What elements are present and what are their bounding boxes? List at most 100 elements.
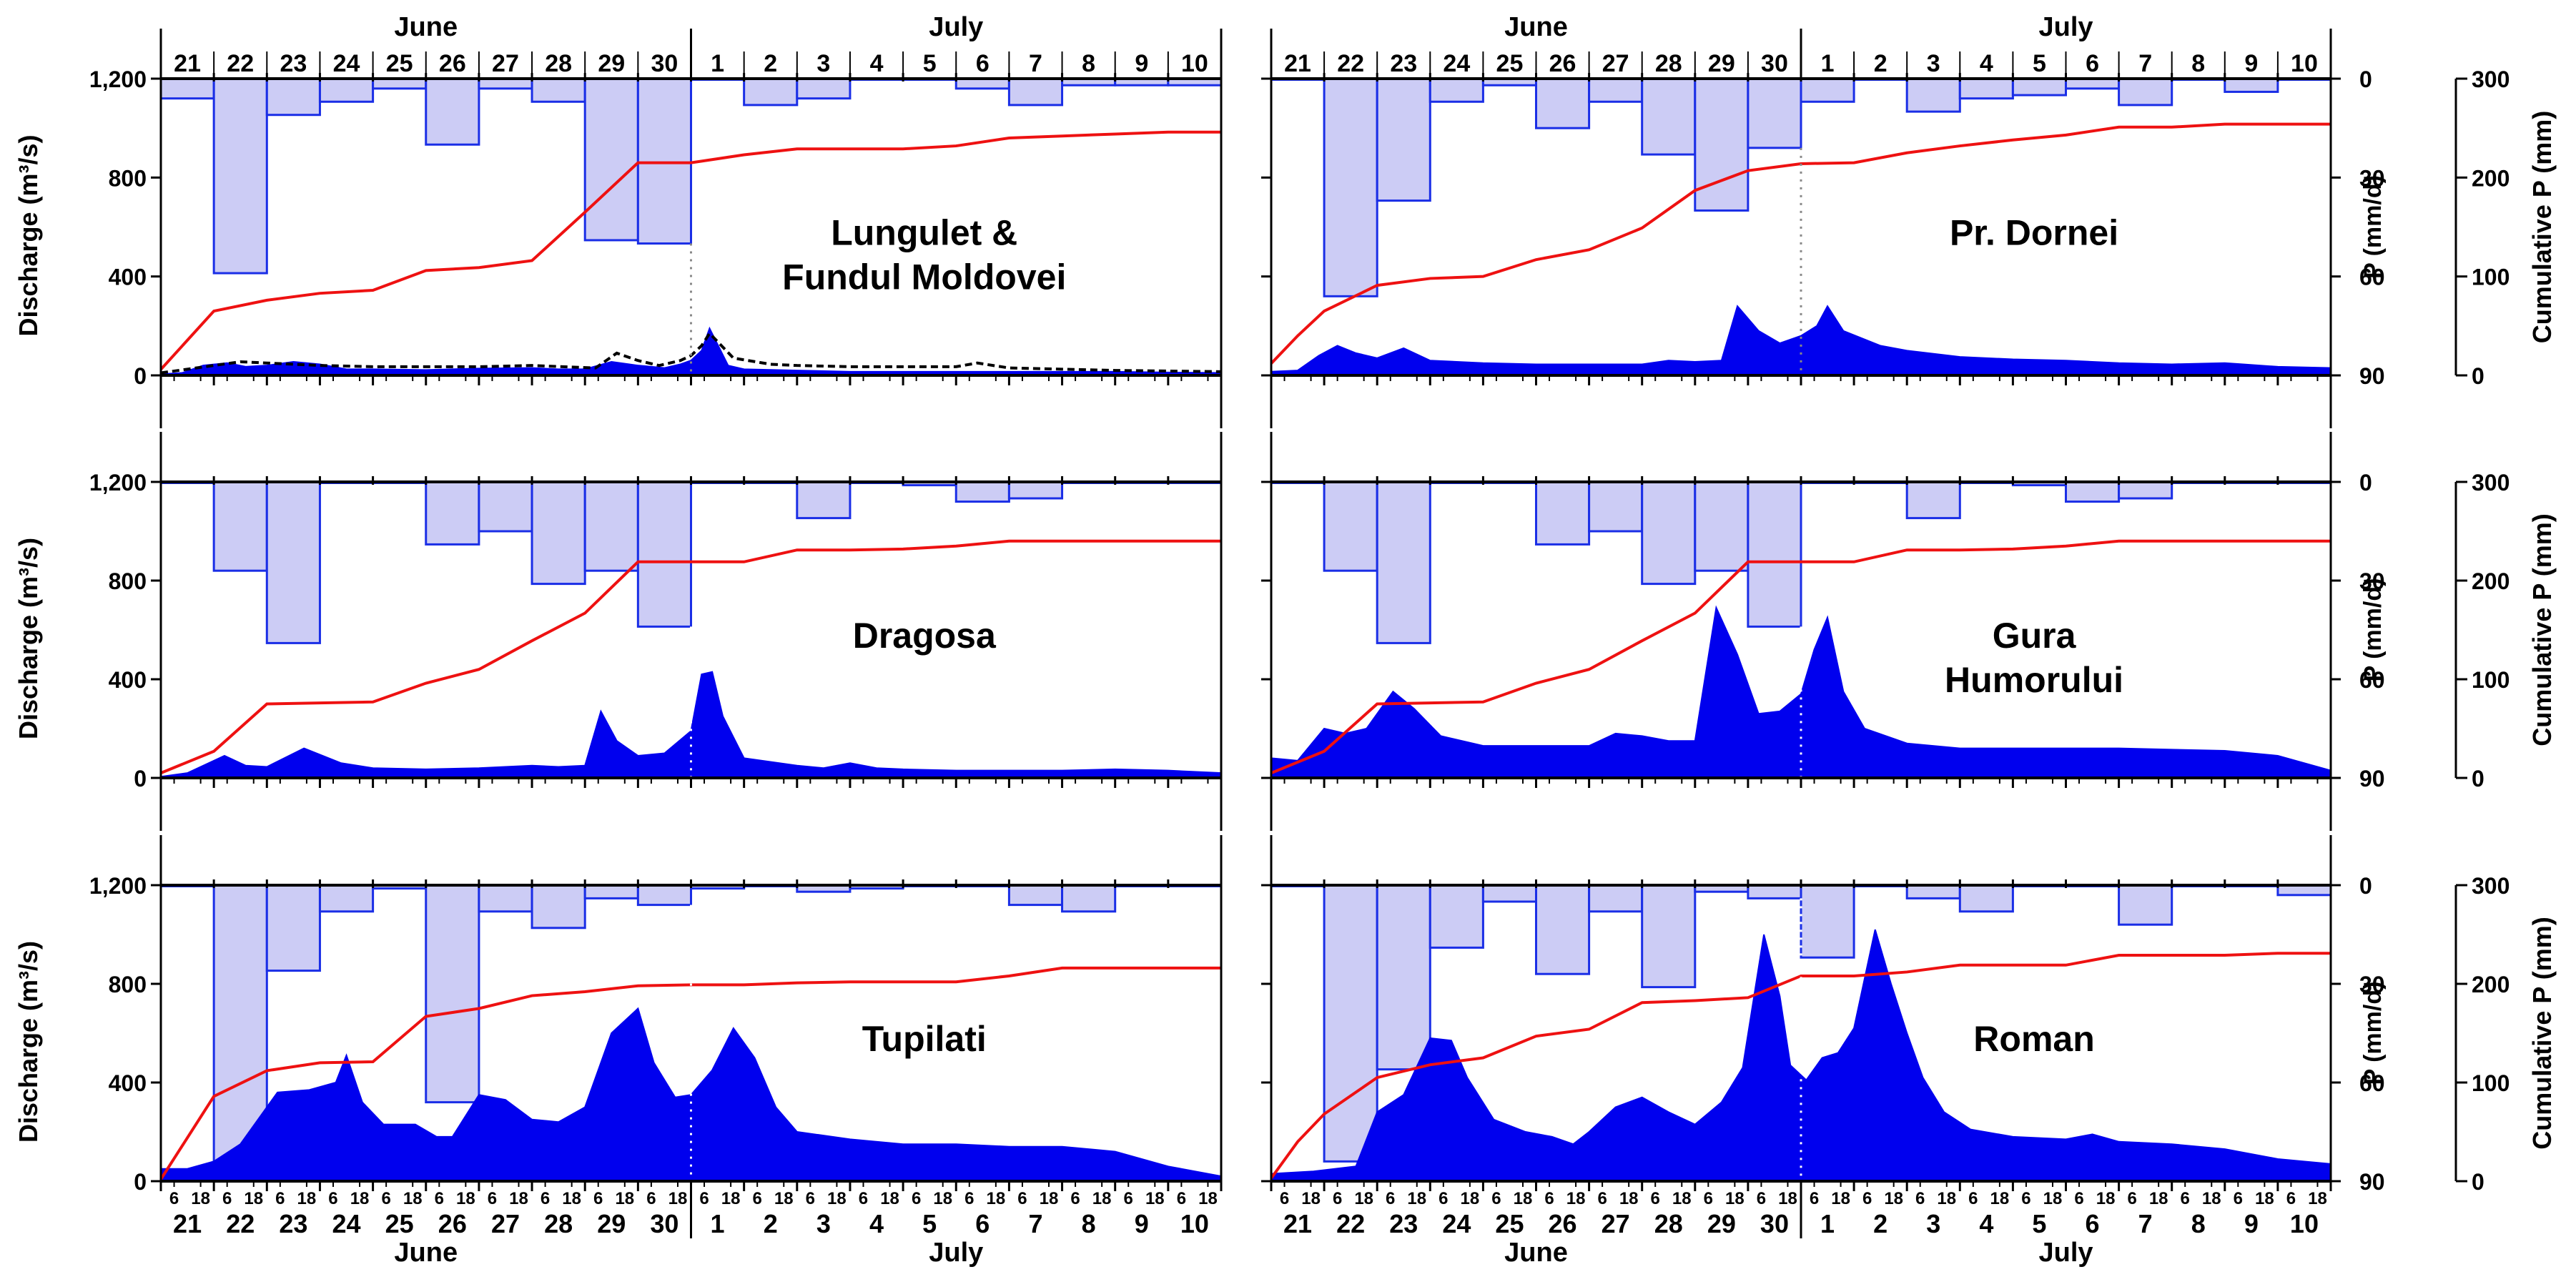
bottom-day-label: 9 — [1135, 1209, 1149, 1238]
bottom-hour-label: 6 — [2234, 1189, 2243, 1208]
bottom-hour-label: 6 — [169, 1189, 179, 1208]
precip-bar — [1747, 884, 1802, 899]
precip-bar — [2118, 77, 2173, 107]
bottom-hour-label: 18 — [721, 1189, 741, 1208]
cum-tick-label: 200 — [2472, 972, 2510, 997]
precip-bar — [1323, 480, 1378, 572]
precip-tick-label: 30 — [2359, 165, 2385, 191]
precip-bar — [159, 77, 215, 100]
bottom-day-label: 8 — [1082, 1209, 1096, 1238]
precip-bar — [1800, 77, 1855, 103]
bottom-hour-label: 6 — [646, 1189, 656, 1208]
bottom-day-label: 24 — [1442, 1209, 1471, 1238]
bottom-hour-label: 18 — [2043, 1189, 2063, 1208]
station-name: Lungulet & — [831, 212, 1017, 252]
precip-bar — [478, 480, 533, 533]
bottom-hour-label: 6 — [222, 1189, 232, 1208]
bottom-hour-label: 18 — [1672, 1189, 1692, 1208]
bottom-day-label: 26 — [1549, 1209, 1577, 1238]
bottom-hour-label: 18 — [1778, 1189, 1797, 1208]
bottom-day-label: 3 — [1926, 1209, 1940, 1238]
station-name: Pr. Dornei — [1950, 212, 2118, 252]
bottom-hour-label: 6 — [1491, 1189, 1501, 1208]
precip-tick-label: 90 — [2359, 766, 2385, 792]
precip-bar — [2224, 77, 2279, 93]
precip-bar — [265, 77, 321, 117]
top-day-label: 1 — [711, 50, 724, 77]
discharge-area — [1270, 605, 2331, 779]
top-day-label: 26 — [1549, 50, 1576, 77]
discharge-area — [1270, 929, 2331, 1182]
discharge-tick-label: 800 — [109, 165, 147, 191]
precip-bar — [1007, 480, 1064, 500]
bottom-hour-label: 6 — [1968, 1189, 1978, 1208]
bottom-day-label: 25 — [385, 1209, 414, 1238]
bottom-hour-label: 18 — [1831, 1189, 1850, 1208]
precip-bar — [1641, 480, 1697, 586]
precip-bar — [1007, 77, 1064, 107]
bottom-hour-label: 18 — [1354, 1189, 1373, 1208]
precip-bar — [583, 884, 639, 899]
cum-axis-label: Cumulative P (mm) — [2527, 111, 2557, 343]
cum-tick-label: 100 — [2472, 1070, 2510, 1096]
precip-tick-label: 60 — [2359, 1070, 2385, 1096]
precip-bar — [1905, 480, 1961, 520]
top-day-label: 28 — [1655, 50, 1682, 77]
discharge-tick-label: 800 — [109, 568, 147, 594]
precip-bar — [212, 884, 268, 1163]
bottom-hour-label: 6 — [488, 1189, 497, 1208]
top-day-label: 7 — [1029, 50, 1042, 77]
cumulative-precip-line — [1270, 952, 2331, 1180]
precip-bar — [583, 480, 639, 572]
precip-bar — [531, 884, 586, 930]
bottom-hour-label: 6 — [1704, 1189, 1713, 1208]
bottom-month-july: July — [2038, 1238, 2093, 1268]
precip-bar — [2276, 884, 2332, 897]
top-day-label: 9 — [2244, 50, 2258, 77]
top-day-label: 27 — [1602, 50, 1629, 77]
precip-bar — [478, 884, 533, 913]
bottom-hour-label: 6 — [1862, 1189, 1872, 1208]
precip-bar — [1694, 480, 1750, 572]
precip-bar — [2065, 480, 2121, 503]
discharge-tick-label: 0 — [134, 766, 147, 792]
precip-bar — [531, 77, 586, 103]
bottom-day-label: 5 — [922, 1209, 937, 1238]
precip-bar — [636, 884, 692, 907]
bottom-hour-label: 6 — [381, 1189, 390, 1208]
bottom-hour-label: 18 — [1461, 1189, 1480, 1208]
bottom-hour-label: 18 — [1407, 1189, 1426, 1208]
bottom-hour-label: 18 — [1619, 1189, 1639, 1208]
precip-bar — [1428, 77, 1484, 103]
bottom-hour-label: 18 — [191, 1189, 210, 1208]
top-day-label: 7 — [2138, 50, 2152, 77]
discharge-tick-label: 400 — [109, 265, 147, 290]
bottom-hour-label: 18 — [1566, 1189, 1586, 1208]
bottom-hour-label: 18 — [1725, 1189, 1745, 1208]
precip-bar — [1958, 77, 2014, 100]
bottom-hour-label: 18 — [1198, 1189, 1218, 1208]
top-month-june: June — [1504, 12, 1568, 42]
precip-bar — [2065, 77, 2121, 90]
discharge-tick-label: 400 — [109, 667, 147, 693]
precip-bar — [1747, 480, 1802, 628]
precip-bar — [636, 77, 692, 245]
top-day-label: 2 — [1874, 50, 1887, 77]
bottom-month-july: July — [929, 1238, 983, 1268]
top-day-label: 6 — [976, 50, 990, 77]
bottom-hour-label: 18 — [933, 1189, 952, 1208]
precip-bar — [1905, 77, 1961, 113]
precip-bar — [1958, 884, 2014, 913]
cum-tick-label: 200 — [2472, 568, 2510, 594]
discharge-area — [160, 671, 1222, 779]
top-day-label: 22 — [1337, 50, 1364, 77]
bottom-hour-label: 18 — [827, 1189, 847, 1208]
precip-bar — [2011, 77, 2067, 97]
bottom-day-label: 7 — [2138, 1209, 2153, 1238]
precip-bar — [1694, 77, 1750, 212]
precip-bar — [478, 77, 533, 90]
precip-axis-label: P (mm/d) — [2359, 578, 2387, 682]
precip-bar — [1641, 77, 1697, 156]
discharge-tick-label: 1,200 — [89, 873, 147, 899]
bottom-hour-label: 18 — [1990, 1189, 2010, 1208]
